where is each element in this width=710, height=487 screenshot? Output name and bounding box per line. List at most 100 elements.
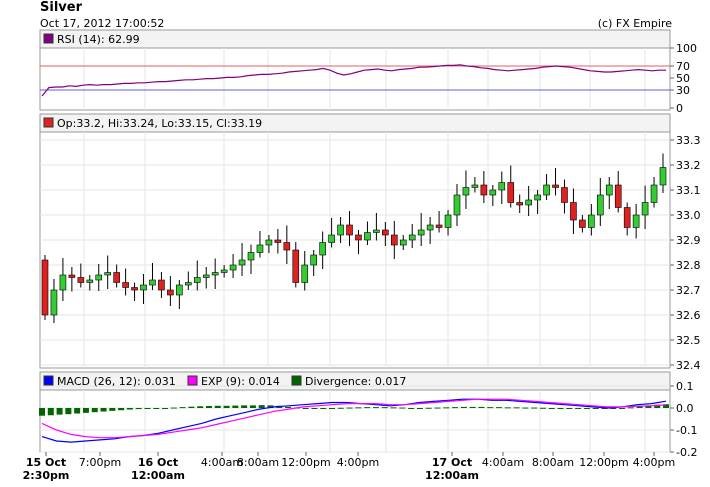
macd-legend-swatch (43, 375, 54, 386)
exp-legend-label: EXP (9): 0.014 (201, 375, 280, 388)
divergence-bar (513, 407, 520, 409)
price-legend-swatch (43, 117, 54, 128)
candle-body (310, 254, 317, 266)
candle-body (597, 194, 604, 216)
candle-body (399, 239, 407, 246)
candle-body (417, 229, 425, 236)
candle-body (140, 284, 147, 291)
candle-body (570, 202, 577, 221)
candle-body (471, 184, 479, 188)
divergence-bar (135, 408, 142, 410)
divergence-bar (214, 405, 221, 408)
x-tick-sublabel: 12:00am (425, 469, 479, 482)
divergence-bar (381, 407, 388, 409)
divergence-legend-label: Divergence: 0.017 (305, 375, 406, 388)
candle-body (632, 214, 640, 228)
candle-body (650, 184, 658, 203)
divergence-bar (179, 407, 186, 409)
price-tick-label: 33.0 (676, 209, 701, 222)
price-tick-label: 33.2 (676, 159, 701, 172)
divergence-bar (258, 405, 265, 408)
divergence-bar (408, 408, 415, 409)
divergence-bar (364, 407, 371, 409)
price-tick-label: 33.1 (676, 184, 701, 197)
divergence-bar (232, 405, 239, 408)
price-legend-bar (39, 113, 671, 133)
candle-body (86, 279, 94, 283)
macd-tick-label: -0.1 (676, 424, 697, 437)
candle-body (337, 224, 344, 236)
rsi-tick-label: 70 (676, 60, 690, 73)
candle-body (301, 264, 309, 283)
divergence-bar (109, 408, 116, 411)
candle-body (265, 239, 273, 246)
divergence-bar (337, 407, 344, 409)
candle-body (641, 202, 649, 216)
candle-body (77, 277, 85, 283)
divergence-bar (118, 408, 125, 411)
x-tick-label: 8:00am (532, 456, 574, 469)
divergence-bar (416, 408, 423, 409)
macd-panel: MACD (26, 12): 0.031 EXP (9): 0.014 Dive… (39, 371, 697, 459)
divergence-bar (469, 406, 476, 408)
candle-body (185, 282, 192, 286)
candle-body (274, 239, 282, 243)
rsi-tick-label: 100 (676, 42, 697, 55)
divergence-bar (636, 406, 643, 408)
divergence-bar (566, 408, 573, 409)
x-tick-label: 17 Oct (432, 456, 472, 469)
candle-body (364, 232, 371, 241)
divergence-bar (170, 407, 177, 409)
price-tick-label: 32.8 (676, 259, 701, 272)
divergence-bar (399, 407, 406, 409)
divergence-bar (162, 408, 169, 409)
candle-body (59, 274, 67, 291)
divergence-bar (460, 406, 467, 408)
candle-body (193, 277, 201, 283)
candle-body (579, 219, 586, 228)
candle-body (50, 289, 58, 316)
rsi-legend-swatch (43, 33, 54, 44)
divergence-bar (548, 408, 555, 409)
divergence-bar (302, 408, 309, 409)
candle-body (489, 189, 497, 196)
divergence-bar (56, 408, 63, 415)
candle-body (346, 224, 353, 236)
candle-body (167, 289, 174, 296)
x-tick-label: 4:00pm (633, 456, 675, 469)
candle-body (623, 207, 631, 228)
divergence-bar (592, 408, 599, 409)
chart-title: Silver (40, 0, 82, 15)
candle-body (319, 242, 326, 256)
x-tick-label: 4:00am (201, 456, 243, 469)
candle-body (516, 202, 523, 206)
candle-body (256, 244, 264, 253)
candle-body (453, 194, 461, 216)
divergence-bar (452, 407, 459, 409)
divergence-bar (223, 405, 230, 408)
candle-body (176, 284, 183, 296)
candle-body (122, 282, 129, 288)
chart-datetime: Oct 17, 2012 17:00:52 (40, 17, 165, 30)
divergence-bar (487, 407, 494, 409)
divergence-bar (153, 408, 160, 409)
divergence-bar (522, 407, 529, 409)
candle-body (561, 187, 568, 203)
candle-body (283, 242, 291, 251)
candle-body (41, 259, 49, 316)
divergence-bar (91, 408, 98, 413)
rsi-tick-label: 30 (676, 84, 690, 97)
rsi-tick-label: 50 (676, 72, 690, 85)
candle-body (391, 234, 398, 246)
divergence-bar (425, 407, 432, 409)
divergence-bar (355, 407, 362, 409)
divergence-bar (583, 408, 590, 409)
divergence-bar (610, 408, 617, 409)
candle-body (408, 234, 416, 241)
candle-body (507, 182, 515, 203)
exp-series-line (41, 398, 667, 439)
rsi-series-line (41, 64, 666, 97)
candle-body (247, 252, 255, 261)
